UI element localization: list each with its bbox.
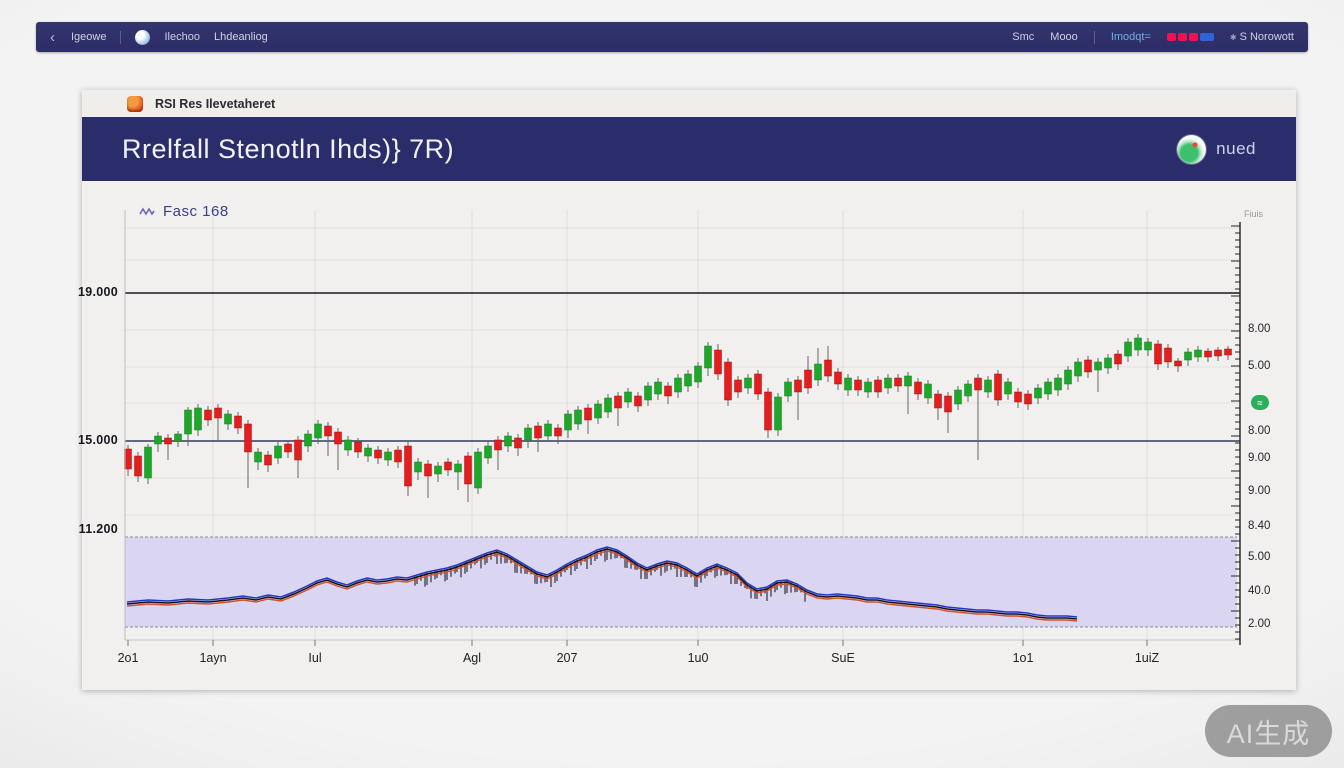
right-axis-badge-icon: ≈	[1251, 395, 1269, 410]
red-badge-icon	[1166, 33, 1176, 41]
nav-divider	[120, 30, 122, 44]
tab-rsi[interactable]: RSI Res Ilevetaheret	[155, 96, 276, 111]
nav-item-right-2[interactable]: Mooo	[1050, 31, 1078, 43]
avatar-icon	[1177, 134, 1207, 164]
ai-watermark: AI生成	[1205, 705, 1332, 757]
nav-item-right-1[interactable]: Smc	[1012, 31, 1035, 43]
chart-legend[interactable]: Fasc 168	[139, 203, 229, 220]
tab-strip: RSI Res Ilevetaheret	[82, 90, 1296, 117]
back-icon[interactable]: ‹	[50, 28, 55, 46]
app-tab-icon	[127, 95, 143, 112]
wave-icon	[139, 206, 155, 216]
globe-icon[interactable]	[135, 29, 151, 45]
top-navbar: ‹ Igeowe Ilechoo Lhdeanliog Smc Mooo Imo…	[36, 22, 1308, 52]
nav-divider	[1093, 30, 1095, 44]
nav-item-home[interactable]: Igeowe	[71, 31, 107, 43]
notification-badges[interactable]	[1166, 33, 1214, 41]
nav-item-account[interactable]: ✱ S Norowott	[1229, 31, 1294, 43]
red-badge-icon	[1188, 33, 1198, 41]
blue-badge-icon	[1199, 33, 1214, 41]
title-bar: Rrelfall Stenotln Ihds)} 7R) nued	[82, 117, 1296, 181]
main-panel: RSI Res Ilevetaheret Rrelfall Stenotln I…	[82, 90, 1296, 690]
page-title: Rrelfall Stenotln Ihds)} 7R)	[122, 133, 455, 164]
sparkle-icon: ✱	[1229, 33, 1237, 42]
user-name: nued	[1216, 139, 1256, 158]
red-badge-icon	[1177, 33, 1187, 41]
nav-link-blue[interactable]: Imodqt=	[1110, 31, 1151, 43]
nav-item-subsection[interactable]: Lhdeanliog	[213, 31, 268, 43]
legend-label: Fasc 168	[163, 203, 229, 220]
nav-item-section[interactable]: Ilechoo	[164, 31, 200, 43]
user-chip[interactable]: nued	[1177, 134, 1256, 164]
